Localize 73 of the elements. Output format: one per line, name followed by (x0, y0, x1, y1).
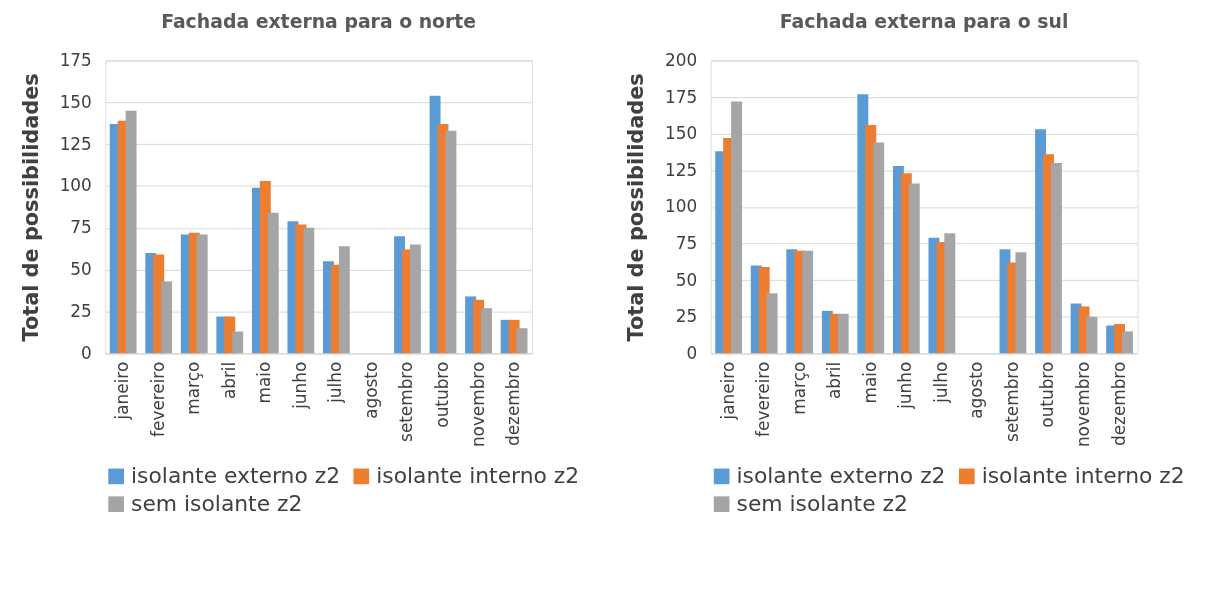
x-tick-label: agosto (360, 361, 381, 419)
bar (161, 281, 173, 354)
y-tick-label: 75 (675, 232, 698, 253)
x-tick-label: abril (218, 361, 239, 400)
bar (196, 234, 208, 354)
x-tick-label: novembro (1072, 361, 1093, 448)
x-tick-label: abril (824, 361, 845, 400)
bar (516, 328, 528, 354)
y-tick-label: 100 (665, 196, 698, 217)
x-tick-label: fevereiro (147, 361, 168, 437)
legend-label: sem isolante z2 (736, 491, 908, 517)
bar (731, 101, 743, 354)
chart-title: Fachada externa para o norte (161, 10, 477, 32)
bar (125, 110, 137, 354)
x-tick-label: maio (254, 361, 275, 404)
bar (1086, 316, 1098, 354)
legend-label: isolante interno z2 (376, 463, 580, 489)
y-tick-label: 100 (59, 175, 92, 196)
y-tick-label: 200 (665, 49, 698, 70)
bar (766, 293, 778, 354)
bar (908, 183, 920, 354)
x-tick-label: outubro (1037, 361, 1058, 428)
x-tick-label: janeiro (112, 361, 133, 421)
y-tick-label: 0 (686, 342, 698, 363)
y-tick-label: 25 (675, 306, 698, 327)
bar (802, 250, 814, 354)
legend-label: isolante interno z2 (981, 463, 1185, 489)
x-tick-label: julho (325, 361, 346, 404)
x-tick-label: outubro (431, 361, 452, 428)
x-tick-label: agosto (966, 361, 987, 419)
y-tick-label: 0 (81, 342, 92, 363)
legend-label: isolante externo z2 (131, 463, 341, 489)
y-axis-title: Total de possibilidades (624, 73, 649, 342)
x-tick-label: março (183, 361, 204, 415)
x-tick-label: dezembro (1108, 361, 1129, 447)
chart-title: Fachada externa para o sul (779, 10, 1069, 32)
x-tick-label: dezembro (503, 361, 524, 447)
x-tick-label: junho (895, 361, 916, 410)
y-tick-label: 125 (665, 159, 698, 180)
bar (873, 142, 885, 354)
bar (445, 130, 457, 354)
y-tick-label: 50 (70, 259, 92, 280)
x-tick-label: junho (289, 361, 310, 410)
x-tick-label: setembro (396, 361, 417, 442)
x-tick-label: março (788, 361, 809, 415)
bar (1015, 252, 1027, 354)
y-tick-label: 175 (665, 86, 698, 107)
x-tick-label: julho (930, 361, 951, 404)
legend-label: isolante externo z2 (736, 463, 946, 489)
bar (1050, 162, 1062, 354)
y-tick-label: 125 (59, 133, 92, 154)
y-tick-label: 50 (675, 269, 698, 290)
x-tick-label: setembro (1001, 361, 1022, 442)
bar (267, 212, 279, 354)
x-tick-label: fevereiro (753, 361, 774, 437)
bar (481, 308, 492, 354)
bar (303, 227, 315, 354)
bar (944, 233, 956, 354)
legend-label: sem isolante z2 (131, 491, 303, 517)
bar (837, 313, 849, 354)
bar (1122, 331, 1133, 354)
x-tick-label: maio (859, 361, 880, 404)
y-tick-label: 25 (70, 300, 92, 321)
bar (338, 246, 350, 354)
x-tick-label: novembro (467, 361, 488, 448)
y-axis-title: Total de possibilidades (18, 73, 43, 342)
bar (409, 244, 421, 354)
y-tick-label: 75 (70, 217, 92, 238)
bar (232, 331, 244, 354)
y-tick-label: 150 (59, 91, 92, 112)
y-tick-label: 150 (665, 123, 698, 144)
y-tick-label: 175 (59, 49, 92, 70)
x-tick-label: janeiro (717, 361, 738, 421)
